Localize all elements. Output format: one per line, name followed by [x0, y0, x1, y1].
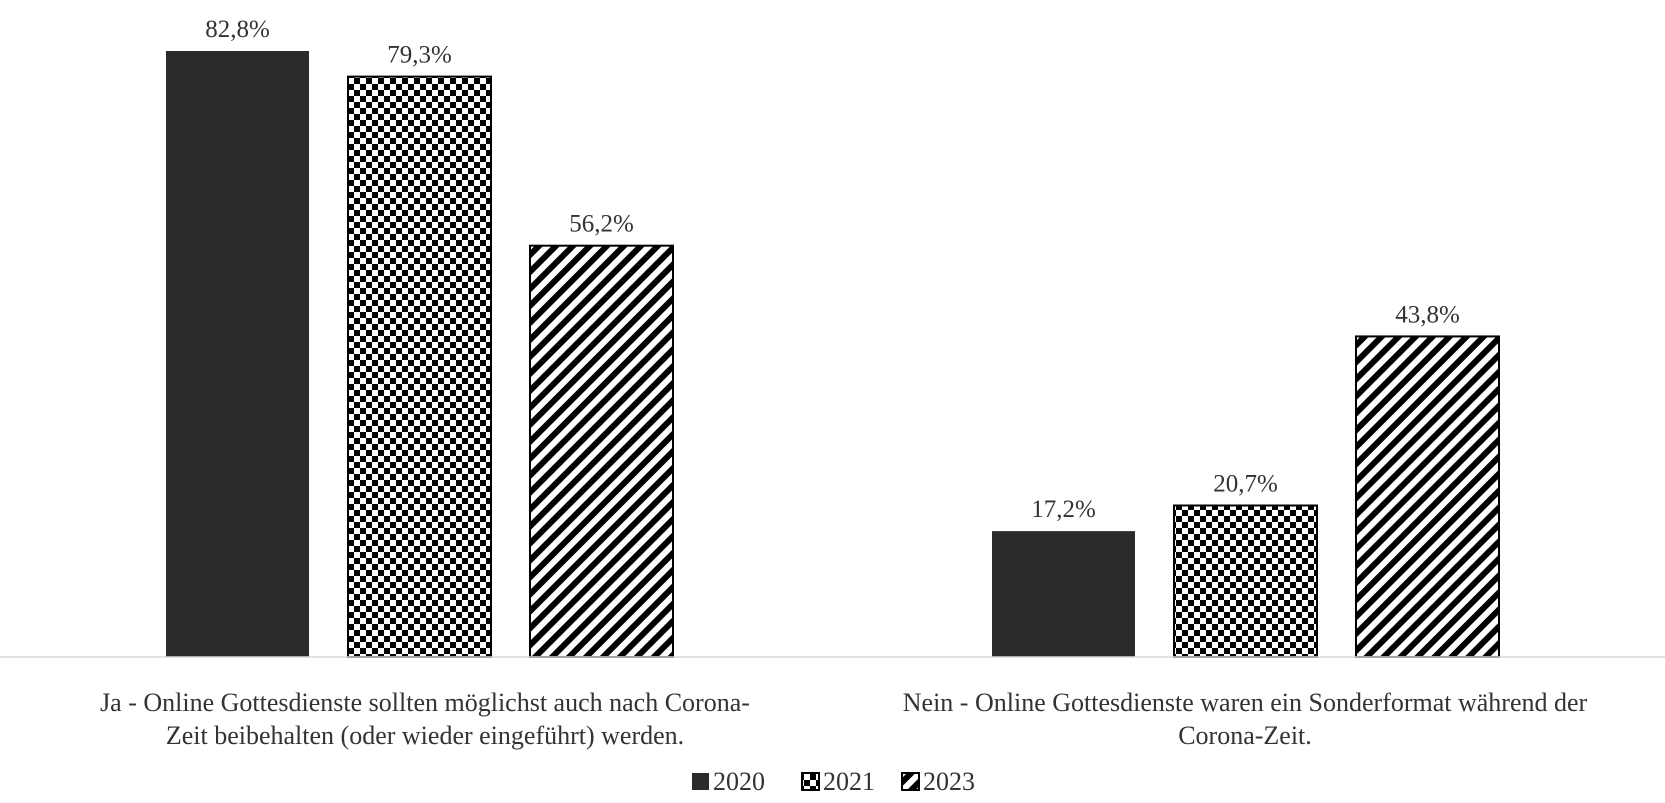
bar-2020-cat-2	[992, 531, 1135, 657]
bar-2021-cat-2	[1173, 504, 1318, 658]
bar-2023-cat-2	[1355, 335, 1500, 658]
category-label-1-line-1: Ja - Online Gottesdienste sollten möglic…	[100, 688, 750, 717]
bar-2021-cat-1	[347, 75, 492, 658]
category-label-2-line-1: Nein - Online Gottesdienste waren ein So…	[903, 688, 1588, 717]
legend-swatch-2021	[801, 772, 820, 791]
legend-label-2021: 2021	[823, 767, 875, 796]
value-labels: 82,8% 17,2% 79,3% 20,7% 56,2% 43,8%	[205, 16, 1460, 523]
category-labels: Ja - Online Gottesdienste sollten möglic…	[100, 688, 1587, 750]
legend-label-2023: 2023	[923, 767, 975, 796]
data-label-2021-cat-1: 79,3%	[387, 42, 452, 69]
data-label-2023-cat-1: 56,2%	[569, 211, 634, 238]
bar-2020-cat-1	[166, 51, 309, 657]
data-label-2023-cat-2: 43,8%	[1395, 301, 1460, 328]
legend-swatch-2023	[901, 772, 920, 791]
data-label-2021-cat-2: 20,7%	[1213, 471, 1278, 498]
legend-label-2020: 2020	[713, 767, 765, 796]
category-label-2-line-2: Corona-Zeit.	[1178, 721, 1312, 750]
category-label-1-line-2: Zeit beibehalten (oder wieder eingeführt…	[166, 721, 684, 750]
data-label-2020-cat-1: 82,8%	[205, 16, 270, 43]
bar-2023-cat-1	[529, 244, 674, 658]
data-label-2020-cat-2: 17,2%	[1031, 496, 1096, 523]
legend-swatch-2020	[692, 773, 709, 790]
legend: 2020 2021 2023	[692, 767, 975, 796]
bars	[166, 51, 1500, 658]
